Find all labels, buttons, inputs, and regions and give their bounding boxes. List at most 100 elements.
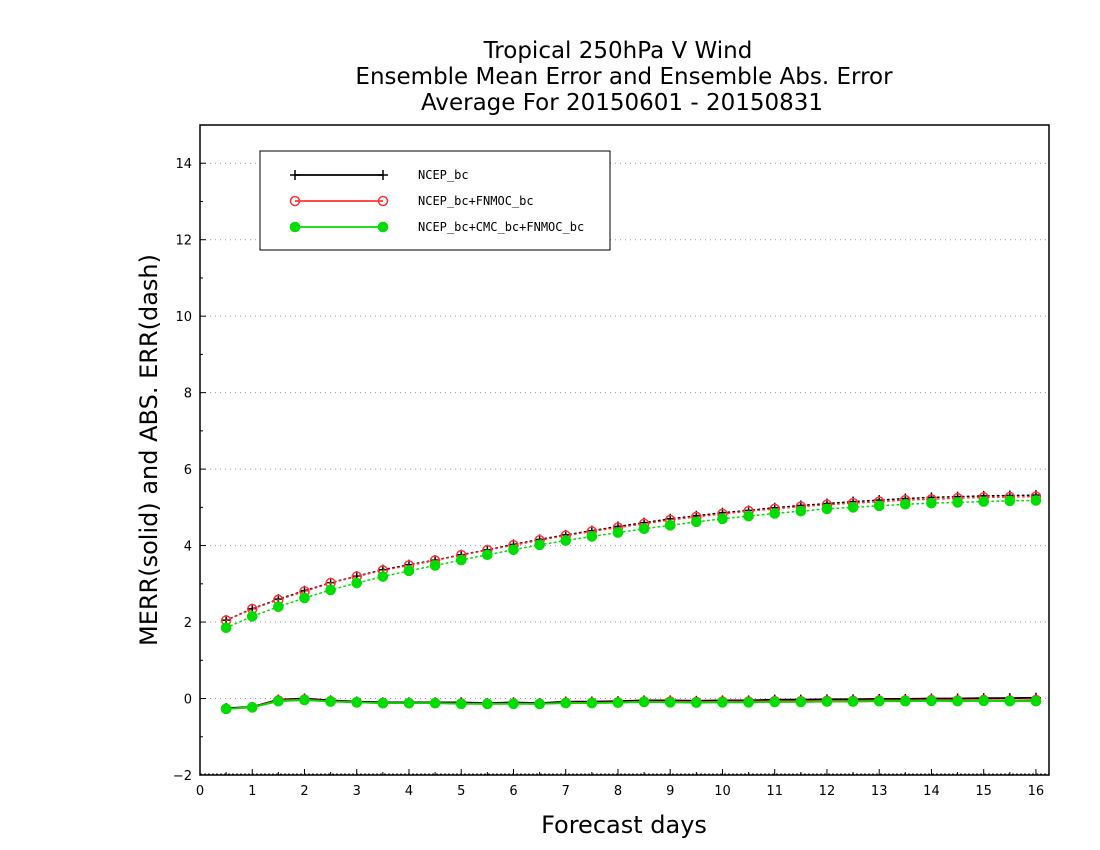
legend-item-2: NCEP_bc+FNMOC_bc	[289, 194, 534, 208]
abs-err-point	[900, 498, 911, 510]
abs-err-point	[612, 527, 624, 538]
merr-point	[403, 697, 415, 709]
legend-item-3: NCEP_bc+CMC_bc+FNMOC_bc	[289, 220, 584, 234]
merr-point	[273, 695, 284, 707]
y-tick-label: 12	[175, 234, 192, 249]
x-tick-label: 12	[819, 784, 836, 799]
y-tick-label: 10	[175, 310, 192, 325]
y-tick-label: 4	[184, 540, 192, 555]
merr-point	[664, 697, 676, 708]
merr-point	[246, 702, 258, 713]
abs-err-point	[873, 500, 885, 512]
x-tick-label: 8	[614, 784, 622, 799]
merr-point	[429, 697, 441, 709]
legend-marker	[289, 221, 301, 233]
x-tick-label: 9	[666, 784, 674, 799]
y-tick-label: 6	[184, 463, 192, 478]
x-tick-label: 2	[300, 784, 308, 799]
series-1	[221, 490, 1041, 714]
abs-err-point	[821, 503, 833, 515]
x-tick-label: 1	[248, 784, 256, 799]
chart-title-line-1: Tropical 250hPa V Wind	[483, 38, 753, 64]
legend-marker	[377, 195, 389, 207]
abs-err-point	[560, 535, 572, 546]
merr-point	[717, 697, 728, 708]
abs-err-point	[586, 531, 598, 542]
merr-point	[586, 697, 598, 709]
merr-point	[769, 696, 781, 708]
legend-marker	[289, 195, 301, 207]
abs-err-point	[1004, 495, 1016, 507]
merr-point	[795, 696, 807, 708]
abs-err-point	[351, 577, 363, 589]
abs-err-point	[534, 539, 545, 551]
legend-item-1: NCEP_bc	[290, 168, 469, 182]
abs-err-point	[273, 601, 284, 613]
abs-err-line	[225, 499, 1037, 629]
merr-point	[1004, 695, 1016, 707]
abs-err-point	[691, 516, 702, 528]
y-axis-ticks: −2 0 2 4 6 8 10 12 14	[173, 157, 206, 784]
merr-point	[691, 697, 702, 709]
merr-point	[351, 697, 363, 708]
merr-point	[455, 698, 467, 710]
legend-marker	[290, 170, 300, 180]
x-tick-label: 13	[871, 784, 888, 799]
merr-point	[560, 697, 572, 709]
abs-err-point	[978, 496, 989, 507]
merr-point	[952, 695, 963, 707]
plot-frame	[199, 124, 1050, 776]
merr-point	[900, 695, 911, 707]
x-axis-label: Forecast days	[541, 811, 707, 839]
x-tick-label: 16	[1028, 784, 1045, 799]
merr-point	[534, 698, 545, 710]
merr-point	[377, 697, 389, 709]
x-tick-label: 7	[562, 784, 570, 799]
x-tick-label: 3	[353, 784, 361, 799]
abs-err-point	[743, 510, 754, 522]
x-tick-label: 4	[405, 784, 413, 799]
abs-err-point	[638, 523, 650, 535]
abs-err-point	[926, 497, 937, 509]
x-tick-label: 5	[457, 784, 465, 799]
merr-point	[873, 695, 885, 707]
legend-marker	[377, 221, 389, 233]
abs-err-line	[225, 495, 1037, 622]
abs-err-point	[717, 513, 728, 525]
abs-err-point	[403, 565, 415, 577]
grid	[200, 162, 1049, 775]
merr-point	[638, 696, 650, 708]
y-tick-label: 8	[184, 387, 192, 402]
abs-err-line	[225, 494, 1037, 621]
legend: NCEP_bc NCEP_bc+FNMOC_bc NCEP_bc+CMC_bc+FN…	[259, 150, 611, 251]
merr-point	[508, 698, 519, 710]
abs-err-point	[455, 554, 467, 566]
chart-title: Tropical 250hPa V Wind Ensemble Mean Err…	[355, 38, 893, 116]
merr-point	[220, 703, 232, 715]
legend-label: NCEP_bc+FNMOC_bc	[418, 194, 534, 208]
series-3	[220, 495, 1042, 715]
merr-point	[847, 696, 859, 707]
merr-point	[743, 697, 754, 708]
legend-label: NCEP_bc	[418, 168, 469, 182]
abs-err-point	[664, 520, 676, 531]
merr-point	[1030, 695, 1042, 707]
abs-err-point	[246, 611, 258, 622]
abs-err-point	[482, 549, 493, 561]
abs-err-point	[508, 544, 519, 556]
x-tick-label: 6	[509, 784, 517, 799]
merr-point	[482, 698, 493, 710]
legend-label: NCEP_bc+CMC_bc+FNMOC_bc	[418, 220, 584, 234]
abs-err-point	[1030, 495, 1042, 506]
abs-err-point	[220, 622, 232, 634]
chart-title-line-3: Average For 20150601 - 20150831	[421, 90, 823, 116]
series-2	[220, 491, 1042, 715]
abs-err-point	[847, 502, 859, 513]
abs-err-point	[429, 560, 441, 571]
y-tick-label: −2	[173, 769, 192, 784]
x-axis-ticks: 0 1 2 3 4 5 6 7 8 9 10 11 12 13 14 15 16	[196, 769, 1044, 799]
x-tick-label: 11	[766, 784, 783, 799]
abs-err-point	[952, 497, 963, 508]
x-tick-label: 0	[196, 784, 204, 799]
